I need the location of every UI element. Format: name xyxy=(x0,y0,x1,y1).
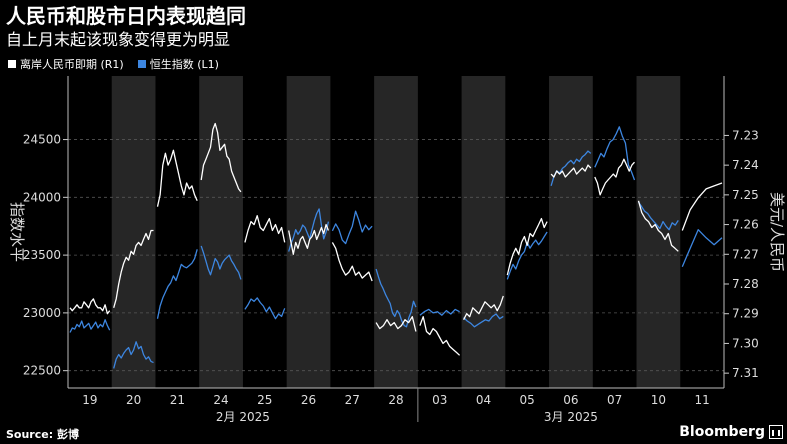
legend-item-cnh: 离岸人民币即期 (R1) xyxy=(8,56,124,72)
hsi-line-21 xyxy=(156,249,198,319)
x-tick-label: 21 xyxy=(170,393,185,407)
x-tick-label: 11 xyxy=(694,393,709,407)
cnh-line-26 xyxy=(288,223,330,255)
hsi-line-25 xyxy=(244,297,286,320)
legend-label-cnh: 离岸人民币即期 (R1) xyxy=(20,58,124,71)
shade-20 xyxy=(111,76,156,388)
legend-swatch-cnh xyxy=(8,60,16,68)
x-tick-label: 20 xyxy=(126,393,141,407)
shaded-days xyxy=(111,76,681,388)
hsi-line-05 xyxy=(506,231,548,280)
hsi-line-11 xyxy=(681,229,723,267)
x-tick-label: 19 xyxy=(82,393,97,407)
hsi-line-07 xyxy=(594,126,636,181)
left-tick-label: 24000 xyxy=(23,190,61,204)
cnh-line-27 xyxy=(331,242,373,282)
right-tick-label: 7.27 xyxy=(732,247,759,261)
cnh-line-24 xyxy=(200,122,242,193)
hsi-line-20 xyxy=(113,341,154,369)
hsi-line-04 xyxy=(463,313,504,328)
hsi-line-24 xyxy=(200,245,242,280)
legend-swatch-hsi xyxy=(137,60,146,68)
bloomberg-brand: Bloomberg xyxy=(679,424,783,440)
legend-label-hsi: 恒生指数 (L1) xyxy=(149,58,219,71)
brand-label: Bloomberg xyxy=(679,424,765,440)
shade-04 xyxy=(461,76,506,388)
cnh-line-07 xyxy=(594,158,635,196)
cnh-line-20 xyxy=(113,229,154,308)
x-tick-label: 06 xyxy=(563,393,578,407)
x-tick-label: 28 xyxy=(388,393,403,407)
month-label: 3月 2025 xyxy=(544,410,598,424)
x-tick-label: 07 xyxy=(607,393,622,407)
x-tick-label: 24 xyxy=(213,393,228,407)
right-tick-label: 7.28 xyxy=(732,277,759,291)
x-tick-label: 04 xyxy=(476,393,491,407)
x-tick-label: 27 xyxy=(345,393,360,407)
hsi-line-28 xyxy=(375,268,417,328)
right-tick-label: 7.30 xyxy=(732,336,759,350)
chart-subtitle: 自上月末起该现象变得更为明显 xyxy=(6,30,231,49)
shade-10 xyxy=(636,76,681,388)
left-tick-label: 22500 xyxy=(23,364,61,378)
grid-lines xyxy=(68,139,724,372)
cnh-line-06 xyxy=(550,164,592,178)
cnh-line-10 xyxy=(637,200,679,252)
right-axis-title: 美元/人民币 xyxy=(768,192,786,272)
x-tick-label: 03 xyxy=(432,393,447,407)
legend: 离岸人民币即期 (R1) 恒生指数 (L1) xyxy=(8,56,219,72)
cnh-line-03 xyxy=(419,316,461,356)
cnh-line-21 xyxy=(156,149,198,207)
x-tick-label: 26 xyxy=(301,393,316,407)
shade-06 xyxy=(549,76,593,388)
x-tick-label: 10 xyxy=(651,393,666,407)
right-tick-label: 7.24 xyxy=(732,158,759,172)
x-tick-label: 05 xyxy=(520,393,535,407)
cnh-line-19 xyxy=(69,298,111,315)
hsi-line-03 xyxy=(419,308,460,316)
shade-28 xyxy=(374,76,418,388)
left-tick-label: 23000 xyxy=(23,306,61,320)
series-lines xyxy=(69,122,723,369)
right-tick-label: 7.23 xyxy=(732,128,759,142)
cnh-line-28 xyxy=(375,316,417,332)
cnh-line-25 xyxy=(244,215,286,243)
left-tick-label: 23500 xyxy=(23,248,61,262)
bloomberg-logo-icon xyxy=(769,425,783,439)
cnh-line-04 xyxy=(463,295,504,320)
shade-24 xyxy=(199,76,243,388)
legend-item-hsi: 恒生指数 (L1) xyxy=(137,56,219,72)
cnh-line-05 xyxy=(506,217,548,276)
right-tick-label: 7.31 xyxy=(732,366,759,380)
left-axis-title: 指数水平 xyxy=(8,202,26,262)
hsi-line-19 xyxy=(69,319,111,333)
right-tick-label: 7.25 xyxy=(732,188,759,202)
right-tick-label: 7.29 xyxy=(732,307,759,321)
source-note: Source: 彭博 xyxy=(6,428,79,441)
right-tick-label: 7.26 xyxy=(732,218,759,232)
left-tick-label: 24500 xyxy=(23,133,61,147)
chart-title: 人民币和股市日内表现趋同 xyxy=(6,4,246,28)
x-tick-label: 25 xyxy=(257,393,272,407)
hsi-line-10 xyxy=(637,201,679,231)
month-label: 2月 2025 xyxy=(216,410,270,424)
cnh-line-11 xyxy=(681,182,723,231)
hsi-line-27 xyxy=(331,210,373,245)
axes: 22500 23000 23500 24000 24500 7.23 7.24 7.25 7.2… xyxy=(8,76,786,424)
